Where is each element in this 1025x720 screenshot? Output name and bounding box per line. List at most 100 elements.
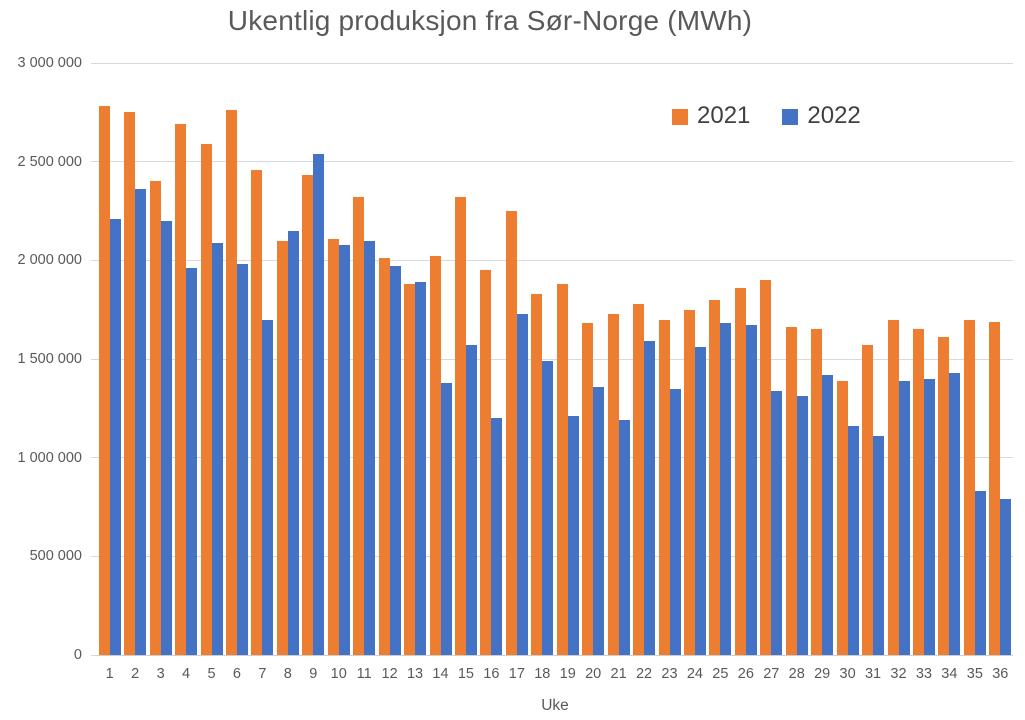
- bar-2022-uke-30: [847, 426, 859, 655]
- bar-2021-uke-35: [963, 320, 975, 655]
- x-tick-label: 17: [508, 666, 525, 682]
- bar-2021-uke-2: [124, 112, 136, 655]
- bar-2022-uke-25: [720, 323, 732, 655]
- x-tick-label: 28: [788, 666, 805, 682]
- bar-2022-uke-2: [135, 189, 147, 655]
- bar-2022-uke-10: [338, 245, 350, 655]
- bar-2022-uke-17: [516, 314, 528, 655]
- bar-2022-uke-12: [389, 266, 401, 655]
- x-tick-label: 23: [661, 666, 678, 682]
- x-tick-label: 27: [763, 666, 780, 682]
- x-tick-label: 19: [559, 666, 576, 682]
- legend-label-2022: 2022: [807, 102, 861, 129]
- x-tick-label: 10: [330, 666, 347, 682]
- bar-2022-uke-36: [1000, 499, 1012, 655]
- x-tick-label: 13: [406, 666, 424, 682]
- y-axis-tick: [91, 358, 97, 360]
- bar-2022-uke-18: [542, 361, 554, 655]
- x-tick-label: 20: [585, 666, 602, 682]
- bar-2021-uke-19: [556, 284, 568, 655]
- y-tick-label: 2 000 000: [17, 252, 82, 269]
- bar-2022-uke-31: [873, 436, 885, 655]
- bar-2021-uke-6: [225, 110, 237, 655]
- bar-2022-uke-20: [593, 387, 605, 655]
- bar-2022-uke-21: [618, 420, 630, 655]
- bar-2021-uke-36: [989, 322, 1001, 655]
- x-tick-label: 6: [232, 666, 241, 682]
- x-tick-label: 5: [207, 666, 216, 682]
- bar-2022-uke-35: [974, 491, 986, 655]
- bar-2022-uke-24: [694, 347, 706, 655]
- x-tick-label: 11: [356, 666, 372, 682]
- bar-2021-uke-15: [454, 197, 466, 655]
- x-tick-label: 22: [635, 666, 653, 682]
- bar-2021-uke-34: [938, 337, 950, 655]
- bar-2022-uke-5: [211, 243, 223, 655]
- bar-2022-uke-13: [415, 282, 427, 655]
- y-axis-tick: [91, 259, 97, 261]
- x-tick-label: 12: [381, 666, 398, 682]
- bar-2021-uke-25: [709, 300, 721, 655]
- gridline: [97, 161, 1013, 163]
- legend-swatch-2022-icon: [782, 109, 799, 125]
- bar-2022-uke-32: [898, 381, 910, 655]
- gridline: [97, 259, 1013, 261]
- y-tick-label: 0: [73, 647, 82, 663]
- bar-2022-uke-4: [186, 268, 198, 655]
- x-tick-label: 30: [839, 666, 856, 682]
- gridline: [97, 62, 1013, 64]
- y-tick-label: 2 500 000: [17, 153, 82, 170]
- x-axis-line: [97, 654, 1013, 656]
- x-tick-label: 33: [915, 666, 932, 682]
- bar-2022-uke-26: [745, 325, 757, 655]
- bar-2021-uke-30: [836, 381, 848, 655]
- bar-2022-uke-19: [567, 416, 579, 655]
- x-tick-label: 4: [182, 666, 191, 682]
- gridline: [97, 358, 1013, 360]
- bar-2021-uke-13: [404, 284, 416, 655]
- y-tick-label: 500 000: [29, 548, 82, 565]
- bar-2022-uke-29: [822, 375, 834, 655]
- bar-2022-uke-6: [236, 264, 248, 655]
- bar-2021-uke-16: [480, 270, 492, 655]
- bar-2022-uke-1: [109, 219, 121, 655]
- bar-2021-uke-20: [582, 323, 594, 655]
- bar-2022-uke-15: [465, 345, 477, 655]
- bar-2021-uke-18: [531, 294, 543, 655]
- bar-2022-uke-28: [796, 396, 808, 655]
- gridline: [97, 555, 1013, 557]
- bar-2022-uke-16: [491, 418, 503, 655]
- x-tick-label: 15: [457, 666, 474, 682]
- y-axis-tick: [91, 457, 97, 459]
- bar-2022-uke-8: [287, 231, 299, 655]
- bar-2022-uke-23: [669, 389, 681, 655]
- legend: 2021 2022: [672, 102, 861, 130]
- bar-2022-uke-22: [644, 341, 656, 655]
- x-tick-label: 9: [309, 666, 318, 682]
- x-tick-label: 8: [283, 666, 292, 682]
- x-tick-label: 34: [941, 666, 958, 682]
- bar-2021-uke-27: [760, 280, 772, 655]
- bar-2021-uke-11: [353, 197, 365, 655]
- bar-2022-uke-27: [771, 391, 783, 655]
- x-tick-label: 7: [258, 666, 267, 682]
- bar-2022-uke-3: [160, 221, 172, 655]
- bar-2021-uke-12: [378, 258, 390, 655]
- bar-2021-uke-32: [887, 320, 899, 655]
- legend-label-2021: 2021: [697, 102, 751, 129]
- x-tick-label: 24: [686, 666, 703, 682]
- bar-2021-uke-9: [302, 175, 314, 655]
- bar-2021-uke-4: [175, 124, 187, 655]
- legend-item-2022: 2022: [782, 102, 861, 130]
- x-tick-label: 35: [966, 666, 983, 682]
- bar-2021-uke-33: [912, 329, 924, 655]
- x-tick-label: 21: [610, 666, 627, 682]
- bar-2022-uke-33: [923, 379, 935, 655]
- bar-2022-uke-7: [262, 320, 274, 655]
- bar-2021-uke-3: [149, 181, 161, 655]
- bar-2021-uke-28: [785, 327, 797, 655]
- x-tick-label: 14: [432, 666, 449, 682]
- x-tick-label: 18: [534, 666, 551, 682]
- x-tick-label: 1: [105, 666, 114, 682]
